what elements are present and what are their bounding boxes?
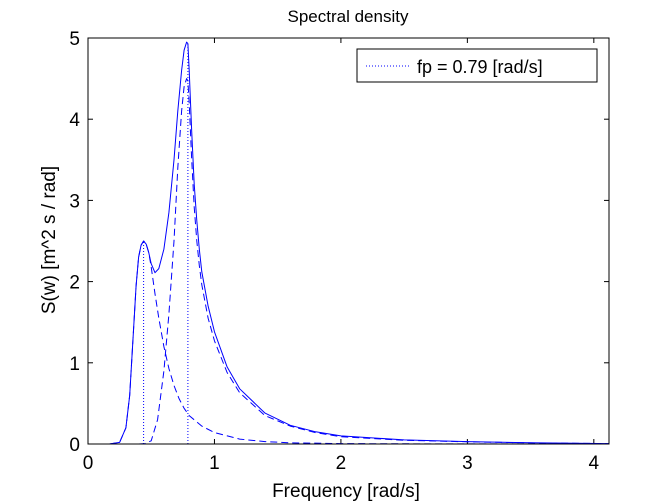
legend-entry-label: fp = 0.79 [rad/s] — [417, 57, 543, 77]
x-axis-label: Frequency [rad/s] — [272, 481, 420, 502]
y-tick-label: 0 — [69, 435, 80, 456]
y-axis-label: S(w) [m^2 s / rad] — [39, 166, 60, 314]
x-tick-label: 4 — [589, 453, 600, 474]
legend: fp = 0.79 [rad/s] — [356, 48, 598, 83]
axes-box — [87, 37, 610, 445]
series-line-solid-0 — [109, 41, 610, 445]
y-tick-label: 2 — [69, 273, 80, 294]
x-tick-label: 1 — [209, 453, 220, 474]
y-tick-label: 3 — [69, 191, 80, 212]
plot-area: 0 1 2 3 4 0 1 2 3 4 5 — [69, 29, 610, 474]
series-line-dashed-2 — [138, 78, 610, 445]
y-tick-label: 4 — [69, 110, 80, 131]
x-tick-label: 2 — [336, 453, 347, 474]
series-line-dashed-1 — [109, 240, 610, 445]
y-tick-label: 1 — [69, 354, 80, 375]
x-tick-label: 0 — [83, 453, 94, 474]
chart-title: Spectral density — [288, 7, 409, 26]
x-tick-label: 3 — [462, 453, 473, 474]
y-tick-label: 5 — [69, 29, 80, 50]
